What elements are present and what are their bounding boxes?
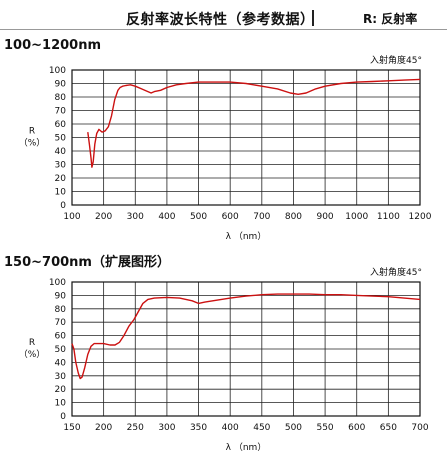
- chart-2-title: 150~700nm（扩展图形）: [4, 255, 170, 270]
- chart-2-y-tick-label: 100: [49, 278, 66, 288]
- chart-2-y-tick-label: 70: [55, 318, 67, 328]
- chart-1-x-tick-label: 700: [253, 212, 270, 222]
- chart-1-title: 100~1200nm: [4, 38, 102, 53]
- chart-2-x-tick-label: 150: [63, 423, 80, 433]
- chart-2-x-tick-label: 200: [95, 423, 112, 433]
- chart-2-x-tick-label: 700: [411, 423, 428, 433]
- chart-1-y-tick-label: 100: [49, 66, 66, 76]
- legend-note: R: 反射率: [363, 12, 418, 26]
- chart-1-y-axis-label-line: R: [29, 127, 35, 137]
- chart-2-y-tick-label: 0: [60, 412, 66, 422]
- page-header: 反射率波长特性（参考数据） R: 反射率: [0, 0, 447, 32]
- page-title: 反射率波长特性（参考数据）: [126, 12, 315, 28]
- chart-2-x-tick-label: 300: [158, 423, 175, 433]
- chart-2-x-tick-label: 500: [285, 423, 302, 433]
- chart-1-x-tick-label: 400: [158, 212, 175, 222]
- chart-2-x-axis-label: λ （nm）: [226, 442, 267, 453]
- chart-2-x-tick-label: 600: [348, 423, 365, 433]
- header-separator: [312, 10, 314, 26]
- chart-2-y-tick-label: 40: [55, 358, 67, 368]
- chart-1-y-tick-label: 70: [55, 107, 67, 117]
- chart-2-y-axis-label-line: R: [29, 338, 35, 348]
- chart-2-x-tick-label: 650: [380, 423, 397, 433]
- chart-2-plot-frame: [71, 281, 421, 417]
- chart-1-y-tick-label: 60: [55, 120, 67, 130]
- chart-2-x-tick-label: 450: [253, 423, 270, 433]
- chart-1-wrapper: 100 200 300 400 500 600 700 800 900 1000 1100 1200 0…: [0, 50, 447, 245]
- chart-1-svg: 100 200 300 400 500 600 700 800 900 1000 1100 1200 0…: [19, 54, 432, 242]
- chart-1-plot-frame: [71, 69, 421, 206]
- chart-1-y-tick-label: 20: [55, 174, 67, 184]
- chart-1-x-tick-label: 900: [316, 212, 333, 222]
- chart-1-y-tick-label: 40: [55, 147, 67, 157]
- chart-1-x-tick-label: 500: [190, 212, 207, 222]
- chart-1-x-tick-label: 200: [95, 212, 112, 222]
- chart-2-angle-annotation: 入射角度45°: [370, 266, 422, 278]
- chart-2-y-axis-label: R （%）: [19, 338, 46, 360]
- chart-1-y-tick-label: 80: [55, 93, 67, 103]
- chart-1-y-axis-label-unit: （%）: [19, 138, 46, 149]
- chart-1-y-tick-label: 50: [55, 134, 67, 144]
- chart-2-x-tick-label: 350: [190, 423, 207, 433]
- chart-2-y-axis-label-unit: （%）: [19, 349, 46, 360]
- chart-1-y-tick-label: 90: [55, 80, 67, 90]
- chart-2-y-tick-label: 80: [55, 305, 67, 315]
- chart-1-y-tick-label: 30: [55, 161, 67, 171]
- header-divider: [0, 29, 447, 30]
- chart-2-x-tick-label: 400: [222, 423, 239, 433]
- chart-1-y-tick-label: 10: [55, 188, 67, 198]
- chart-2-series-line: [71, 293, 421, 380]
- chart-1-x-tick-label: 1000: [345, 212, 368, 222]
- chart-2-y-tick-label: 20: [55, 385, 67, 395]
- chart-2-svg: 150 200 250 300 350 400 450 500 550 600 650 700 0 10 2…: [19, 266, 429, 453]
- chart-2-x-tick-label: 550: [316, 423, 333, 433]
- chart-1-x-tick-label: 100: [63, 212, 80, 222]
- chart-1-x-tick-label: 300: [127, 212, 144, 222]
- chart-2-wrapper: 150 200 250 300 350 400 450 500 550 600 650 700 0 10 2…: [0, 262, 447, 460]
- chart-2-y-tick-label: 90: [55, 291, 67, 301]
- chart-1-y-tick-label: 0: [60, 201, 66, 211]
- chart-2-y-tick-label: 60: [55, 332, 67, 342]
- chart-1-series-line: [87, 78, 421, 168]
- chart-1-x-tick-label: 800: [285, 212, 302, 222]
- chart-1-x-tick-label: 1100: [377, 212, 400, 222]
- chart-2-y-tick-label: 50: [55, 345, 67, 355]
- chart-1-angle-annotation: 入射角度45°: [370, 54, 422, 66]
- chart-2-y-tick-label: 10: [55, 399, 67, 409]
- chart-1-x-tick-label: 600: [222, 212, 239, 222]
- chart-1-x-axis-label: λ （nm）: [226, 231, 267, 242]
- chart-2-y-tick-label: 30: [55, 372, 67, 382]
- chart-2-x-tick-label: 250: [127, 423, 144, 433]
- chart-1-x-tick-label: 1200: [409, 212, 432, 222]
- chart-1-y-axis-label: R （%）: [19, 127, 46, 149]
